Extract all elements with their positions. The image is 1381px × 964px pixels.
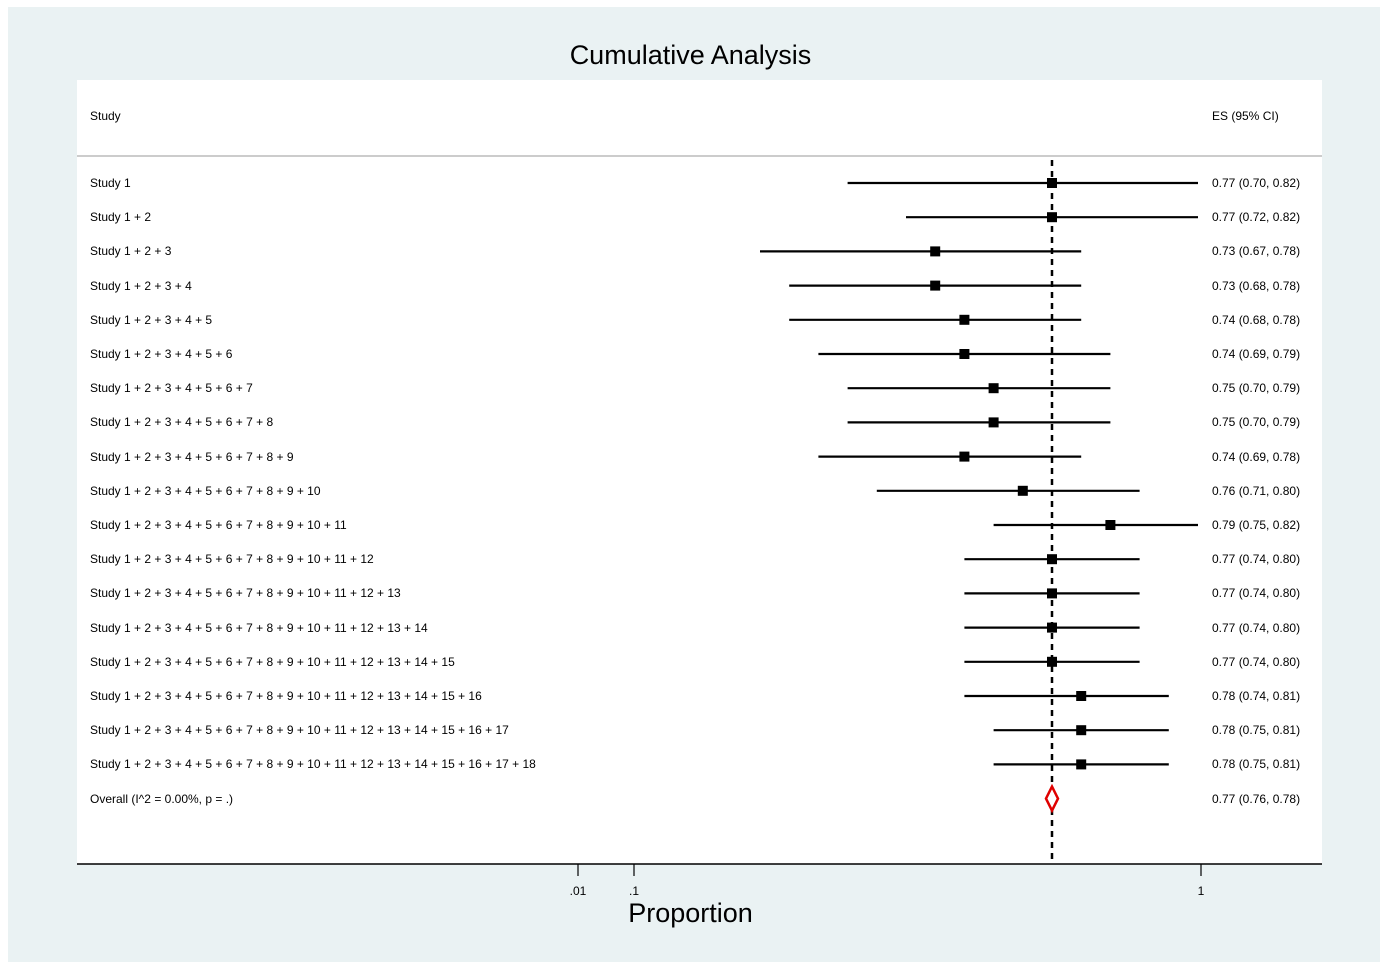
row-es-value: 0.74 (0.68, 0.78) (1212, 312, 1301, 327)
row-label: Study 1 + 2 + 3 + 4 + 5 + 6 + 7 + 8 + 9 … (90, 483, 321, 498)
overall-diamond (1044, 783, 1060, 814)
row-label: Study 1 + 2 (90, 210, 152, 225)
row-es-value: 0.75 (0.70, 0.79) (1212, 381, 1301, 396)
study-column-header: Study (90, 109, 121, 123)
row-label: Study 1 + 2 + 3 + 4 + 5 + 6 + 7 + 8 + 9 … (90, 689, 482, 703)
row-label: Study 1 + 2 + 3 + 4 + 5 + 6 + 7 + 8 (90, 415, 274, 430)
row-label: Study 1 + 2 + 3 + 4 + 5 + 6 + 7 + 8 + 9 (90, 449, 294, 464)
effect-marker (1047, 622, 1057, 633)
row-es-value: 0.78 (0.74, 0.81) (1212, 689, 1301, 703)
effect-marker (1076, 725, 1087, 736)
es-column-header: ES (95% CI) (1212, 109, 1279, 123)
x-tick-label: .01 (569, 884, 587, 898)
row-es-value: 0.77 (0.70, 0.82) (1212, 176, 1301, 190)
row-label: Study 1 + 2 + 3 + 4 (90, 278, 192, 293)
effect-marker (1047, 656, 1057, 667)
row-label: Study 1 + 2 + 3 + 4 + 5 + 6 + 7 (90, 381, 253, 396)
x-tick-label: .1 (628, 884, 640, 898)
row-label: Study 1 + 2 + 3 + 4 + 5 + 6 + 7 + 8 + 9 … (90, 586, 401, 601)
row-label: Study 1 + 2 + 3 + 4 + 5 + 6 + 7 + 8 + 9 … (90, 757, 536, 772)
row-label: Study 1 + 2 + 3 + 4 + 5 + 6 + 7 + 8 + 9 … (90, 723, 509, 738)
row-es-value: 0.73 (0.68, 0.78) (1212, 278, 1301, 293)
row-label: Study 1 (90, 176, 131, 190)
effect-marker (930, 246, 941, 257)
effect-marker (959, 451, 970, 462)
effect-marker (1076, 759, 1087, 770)
row-es-value: 0.73 (0.67, 0.78) (1212, 244, 1301, 259)
row-es-value: 0.74 (0.69, 0.78) (1212, 449, 1301, 464)
row-label: Study 1 + 2 + 3 + 4 + 5 + 6 (90, 347, 233, 361)
row-es-value: 0.77 (0.74, 0.80) (1212, 552, 1301, 567)
row-es-value: 0.76 (0.71, 0.80) (1212, 483, 1301, 498)
effect-marker (1047, 178, 1057, 188)
plot-region (77, 80, 1322, 864)
row-es-value: 0.74 (0.69, 0.79) (1212, 347, 1301, 361)
effect-marker (988, 383, 999, 394)
effect-marker (1047, 588, 1057, 599)
effect-marker (1017, 485, 1028, 496)
effect-marker (1047, 212, 1057, 223)
row-label: Study 1 + 2 + 3 + 4 + 5 (90, 312, 213, 327)
effect-marker (930, 280, 941, 291)
row-es-value: 0.78 (0.75, 0.81) (1212, 723, 1301, 738)
row-es-value: 0.77 (0.72, 0.82) (1212, 210, 1301, 225)
effect-marker (1076, 691, 1087, 701)
row-es-value: 0.79 (0.75, 0.82) (1212, 518, 1301, 532)
row-es-value: 0.77 (0.74, 0.80) (1212, 654, 1301, 669)
row-es-value: 0.77 (0.74, 0.80) (1212, 620, 1301, 635)
effect-marker (959, 349, 970, 359)
chart-title: Cumulative Analysis (569, 40, 812, 70)
row-es-value: 0.77 (0.74, 0.80) (1212, 586, 1301, 601)
row-es-value: 0.75 (0.70, 0.79) (1212, 415, 1301, 430)
x-axis-label: Proportion (628, 898, 753, 928)
row-label: Study 1 + 2 + 3 + 4 + 5 + 6 + 7 + 8 + 9 … (90, 552, 374, 567)
row-es-value: 0.78 (0.75, 0.81) (1212, 757, 1301, 772)
effect-marker (1105, 520, 1116, 530)
row-label: Study 1 + 2 + 3 + 4 + 5 + 6 + 7 + 8 + 9 … (90, 620, 428, 635)
x-tick-label: 1 (1197, 884, 1205, 898)
overall-es-value: 0.77 (0.76, 0.78) (1212, 791, 1301, 806)
row-label: Study 1 + 2 + 3 + 4 + 5 + 6 + 7 + 8 + 9 … (90, 518, 347, 532)
effect-marker (959, 314, 970, 325)
effect-marker (988, 417, 999, 428)
row-label: Study 1 + 2 + 3 + 4 + 5 + 6 + 7 + 8 + 9 … (90, 654, 455, 669)
overall-label: Overall (I^2 = 0.00%, p = .) (90, 791, 234, 806)
effect-marker (1047, 554, 1057, 565)
row-label: Study 1 + 2 + 3 (90, 244, 172, 259)
